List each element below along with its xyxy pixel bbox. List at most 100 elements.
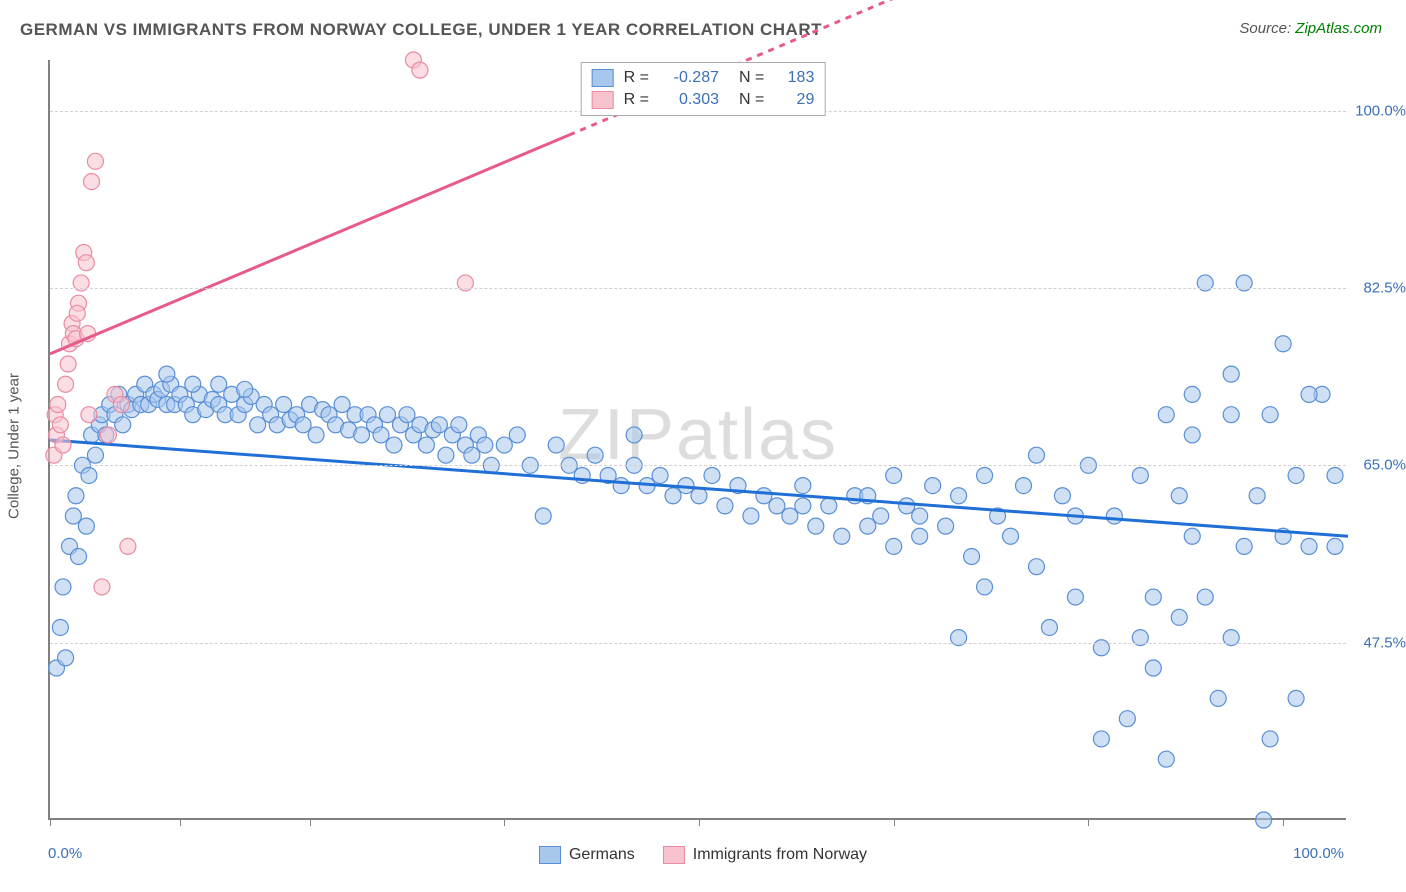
data-point bbox=[1054, 488, 1070, 504]
data-point bbox=[276, 397, 292, 413]
legend-swatch bbox=[539, 846, 561, 864]
data-point bbox=[1262, 731, 1278, 747]
data-point bbox=[1327, 538, 1343, 554]
data-point bbox=[1132, 467, 1148, 483]
data-point bbox=[115, 417, 131, 433]
data-point bbox=[1145, 660, 1161, 676]
data-point bbox=[354, 427, 370, 443]
y-axis-title: College, Under 1 year bbox=[6, 373, 23, 519]
data-point bbox=[860, 518, 876, 534]
legend-label: Immigrants from Norway bbox=[693, 846, 867, 864]
data-point bbox=[412, 62, 428, 78]
data-point bbox=[977, 467, 993, 483]
data-point bbox=[1301, 386, 1317, 402]
legend-label: Germans bbox=[569, 846, 635, 864]
x-axis-max-label: 100.0% bbox=[1293, 845, 1344, 862]
source-label: Source: bbox=[1239, 20, 1295, 37]
data-point bbox=[211, 376, 227, 392]
y-tick-label: 100.0% bbox=[1355, 102, 1406, 119]
data-point bbox=[399, 407, 415, 423]
data-point bbox=[808, 518, 824, 534]
data-point bbox=[1301, 538, 1317, 554]
data-point bbox=[1158, 407, 1174, 423]
data-point bbox=[1210, 690, 1226, 706]
data-point bbox=[159, 366, 175, 382]
data-point bbox=[373, 427, 389, 443]
legend-swatch bbox=[663, 846, 685, 864]
data-point bbox=[386, 437, 402, 453]
data-point bbox=[912, 528, 928, 544]
data-point bbox=[665, 488, 681, 504]
data-point bbox=[886, 467, 902, 483]
data-point bbox=[58, 376, 74, 392]
x-tick bbox=[310, 818, 311, 826]
data-point bbox=[964, 549, 980, 565]
data-point bbox=[1275, 336, 1291, 352]
legend-stats-box: R =-0.287N =183R =0.303N =29 bbox=[581, 62, 826, 116]
data-point bbox=[1016, 478, 1032, 494]
data-point bbox=[477, 437, 493, 453]
data-point bbox=[509, 427, 525, 443]
data-point bbox=[295, 417, 311, 433]
grid-line bbox=[50, 465, 1346, 466]
data-point bbox=[185, 376, 201, 392]
r-label: R = bbox=[624, 91, 649, 109]
data-point bbox=[78, 518, 94, 534]
data-point bbox=[1158, 751, 1174, 767]
data-point bbox=[1249, 488, 1265, 504]
data-point bbox=[587, 447, 603, 463]
data-point bbox=[925, 478, 941, 494]
r-label: R = bbox=[624, 69, 649, 87]
trend-line bbox=[50, 135, 569, 354]
data-point bbox=[87, 447, 103, 463]
data-point bbox=[795, 478, 811, 494]
r-value: 0.303 bbox=[659, 91, 719, 109]
data-point bbox=[464, 447, 480, 463]
data-point bbox=[431, 417, 447, 433]
data-point bbox=[704, 467, 720, 483]
legend-stats-row: R =-0.287N =183 bbox=[592, 67, 815, 89]
data-point bbox=[1028, 447, 1044, 463]
data-point bbox=[886, 538, 902, 554]
data-point bbox=[69, 305, 85, 321]
data-point bbox=[94, 579, 110, 595]
x-tick bbox=[894, 818, 895, 826]
y-tick-label: 47.5% bbox=[1363, 634, 1406, 651]
data-point bbox=[1223, 407, 1239, 423]
data-point bbox=[1119, 711, 1135, 727]
data-point bbox=[743, 508, 759, 524]
y-tick-label: 65.0% bbox=[1363, 457, 1406, 474]
data-point bbox=[60, 356, 76, 372]
source-attribution: Source: ZipAtlas.com bbox=[1239, 20, 1382, 37]
data-point bbox=[1067, 589, 1083, 605]
data-point bbox=[55, 579, 71, 595]
data-point bbox=[1223, 366, 1239, 382]
chart-svg bbox=[50, 60, 1346, 818]
trend-line bbox=[50, 440, 1348, 536]
data-point bbox=[769, 498, 785, 514]
legend-swatch bbox=[592, 69, 614, 87]
data-point bbox=[795, 498, 811, 514]
data-point bbox=[379, 407, 395, 423]
data-point bbox=[821, 498, 837, 514]
data-point bbox=[756, 488, 772, 504]
data-point bbox=[1262, 407, 1278, 423]
data-point bbox=[496, 437, 512, 453]
data-point bbox=[691, 488, 707, 504]
data-point bbox=[113, 397, 129, 413]
data-point bbox=[1028, 559, 1044, 575]
chart-title-text: GERMAN VS IMMIGRANTS FROM NORWAY COLLEGE… bbox=[20, 20, 822, 39]
data-point bbox=[1236, 538, 1252, 554]
bottom-legend-item: Germans bbox=[539, 846, 635, 864]
data-point bbox=[1184, 386, 1200, 402]
data-point bbox=[1256, 812, 1272, 828]
data-point bbox=[418, 437, 434, 453]
data-point bbox=[782, 508, 798, 524]
data-point bbox=[951, 488, 967, 504]
plot-area: ZIPatlas 47.5%65.0%82.5%100.0% bbox=[48, 60, 1346, 820]
data-point bbox=[977, 579, 993, 595]
data-point bbox=[451, 417, 467, 433]
data-point bbox=[1184, 528, 1200, 544]
source-link[interactable]: ZipAtlas.com bbox=[1295, 20, 1382, 37]
data-point bbox=[58, 650, 74, 666]
